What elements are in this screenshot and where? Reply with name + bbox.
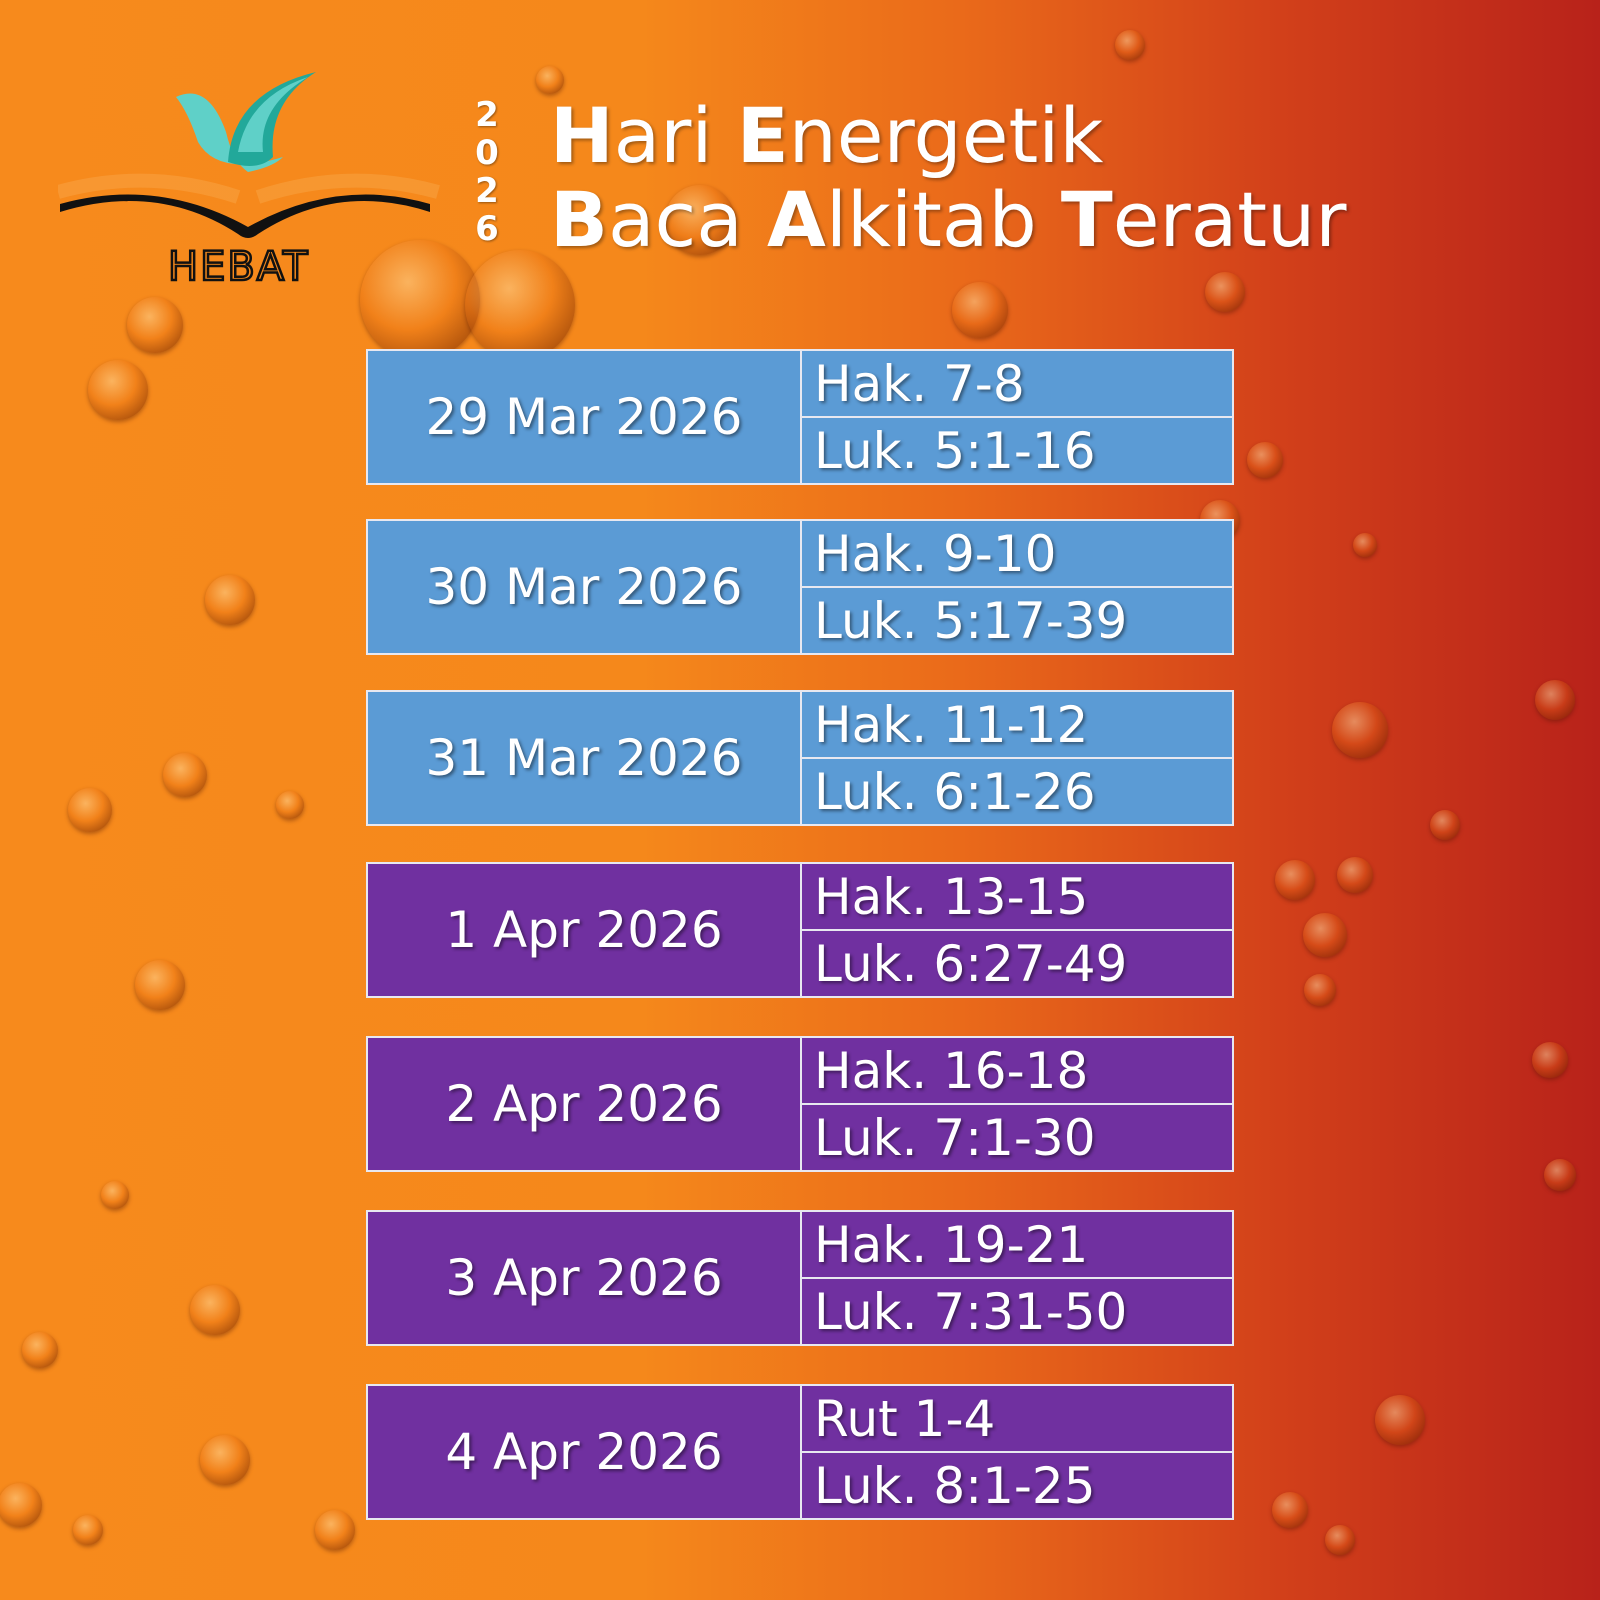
year-digit: 2 <box>475 171 499 211</box>
bubble <box>1303 913 1347 957</box>
title-line-2: Baca Alkitab Teratur <box>550 180 1347 260</box>
reading-ot: Hak. 9-10 <box>814 524 1057 583</box>
reading-date: 1 Apr 2026 <box>368 864 802 996</box>
title-word: lkitab <box>825 175 1061 264</box>
title-word: nergetik <box>788 91 1104 180</box>
title-word: ari <box>613 91 737 180</box>
reading-nt: Luk. 5:1-16 <box>802 416 1232 483</box>
reading-nt: Luk. 7:1-30 <box>802 1103 1232 1170</box>
bubble <box>0 1483 42 1527</box>
readings: Hak. 16-18 Luk. 7:1-30 <box>802 1038 1232 1170</box>
readings: Hak. 19-21 Luk. 7:31-50 <box>802 1212 1232 1344</box>
title-word: aca <box>607 175 768 264</box>
bubble <box>536 66 564 94</box>
readings: Hak. 9-10 Luk. 5:17-39 <box>802 521 1232 653</box>
reading-nt: Luk. 6:27-49 <box>802 929 1232 996</box>
title-cap: H <box>550 91 614 180</box>
reading-date: 2 Apr 2026 <box>368 1038 802 1170</box>
schedule-row: 31 Mar 2026 Hak. 11-12 Luk. 6:1-26 <box>366 690 1234 826</box>
year-digit: 6 <box>475 209 499 249</box>
logo-text: HEBAT <box>168 244 309 290</box>
reading-nt: Luk. 8:1-25 <box>802 1451 1232 1518</box>
reading-ot: Rut 1-4 <box>814 1389 996 1448</box>
bubble <box>465 250 575 360</box>
bubble <box>1375 1395 1425 1445</box>
readings: Hak. 7-8 Luk. 5:1-16 <box>802 351 1232 483</box>
bubble <box>1430 810 1460 840</box>
bubble <box>205 575 255 625</box>
bubble <box>1115 30 1145 60</box>
title-cap: A <box>767 175 826 264</box>
bubble <box>1353 533 1377 557</box>
reading-date: 29 Mar 2026 <box>368 351 802 483</box>
schedule-row: 30 Mar 2026 Hak. 9-10 Luk. 5:17-39 <box>366 519 1234 655</box>
bubble <box>276 791 304 819</box>
reading-ot: Hak. 11-12 <box>814 695 1089 754</box>
readings: Rut 1-4 Luk. 8:1-25 <box>802 1386 1232 1518</box>
reading-nt: Luk. 5:17-39 <box>802 586 1232 653</box>
year-vertical: 2 0 2 6 <box>470 96 504 248</box>
bubble <box>665 185 735 255</box>
schedule-row: 3 Apr 2026 Hak. 19-21 Luk. 7:31-50 <box>366 1210 1234 1346</box>
reading-ot: Hak. 16-18 <box>814 1041 1089 1100</box>
reading-ot: Hak. 7-8 <box>814 354 1025 413</box>
bubble <box>22 1332 58 1368</box>
readings: Hak. 13-15 Luk. 6:27-49 <box>802 864 1232 996</box>
reading-nt: Luk. 7:31-50 <box>802 1277 1232 1344</box>
bubble <box>1544 1159 1576 1191</box>
reading-ot: Hak. 19-21 <box>814 1215 1089 1274</box>
schedule-row: 29 Mar 2026 Hak. 7-8 Luk. 5:1-16 <box>366 349 1234 485</box>
title-cap: B <box>550 175 608 264</box>
schedule-row: 2 Apr 2026 Hak. 16-18 Luk. 7:1-30 <box>366 1036 1234 1172</box>
schedule-row: 4 Apr 2026 Rut 1-4 Luk. 8:1-25 <box>366 1384 1234 1520</box>
readings: Hak. 11-12 Luk. 6:1-26 <box>802 692 1232 824</box>
bubble <box>1325 1525 1355 1555</box>
bubble <box>1272 1492 1308 1528</box>
bubble <box>1205 272 1245 312</box>
title-line-1: Hari Energetik <box>550 96 1103 176</box>
hebat-logo: HEBAT <box>56 62 448 302</box>
bubble <box>1332 702 1388 758</box>
title-word: eratur <box>1112 175 1347 264</box>
bubble <box>1275 860 1315 900</box>
bubble <box>315 1510 355 1550</box>
bubble <box>190 1285 240 1335</box>
reading-date: 31 Mar 2026 <box>368 692 802 824</box>
bubble <box>952 282 1008 338</box>
year-digit: 0 <box>475 133 499 173</box>
bubble <box>135 960 185 1010</box>
reading-date: 4 Apr 2026 <box>368 1386 802 1518</box>
reading-nt: Luk. 6:1-26 <box>802 757 1232 824</box>
bubble <box>163 753 207 797</box>
bubble <box>73 1515 103 1545</box>
bubble <box>360 240 480 360</box>
bubble <box>68 788 112 832</box>
bubble <box>200 1435 250 1485</box>
title-cap: T <box>1060 175 1113 264</box>
year-digit: 2 <box>475 95 499 135</box>
bubble <box>127 297 183 353</box>
bubble <box>1532 1042 1568 1078</box>
reading-date: 30 Mar 2026 <box>368 521 802 653</box>
bubble <box>1247 442 1283 478</box>
bubble <box>88 360 148 420</box>
bubble <box>1304 974 1336 1006</box>
title-cap: E <box>736 91 789 180</box>
bubble <box>1535 680 1575 720</box>
bubble <box>1337 857 1373 893</box>
schedule-row: 1 Apr 2026 Hak. 13-15 Luk. 6:27-49 <box>366 862 1234 998</box>
reading-date: 3 Apr 2026 <box>368 1212 802 1344</box>
reading-ot: Hak. 13-15 <box>814 867 1089 926</box>
bubble <box>101 1181 129 1209</box>
